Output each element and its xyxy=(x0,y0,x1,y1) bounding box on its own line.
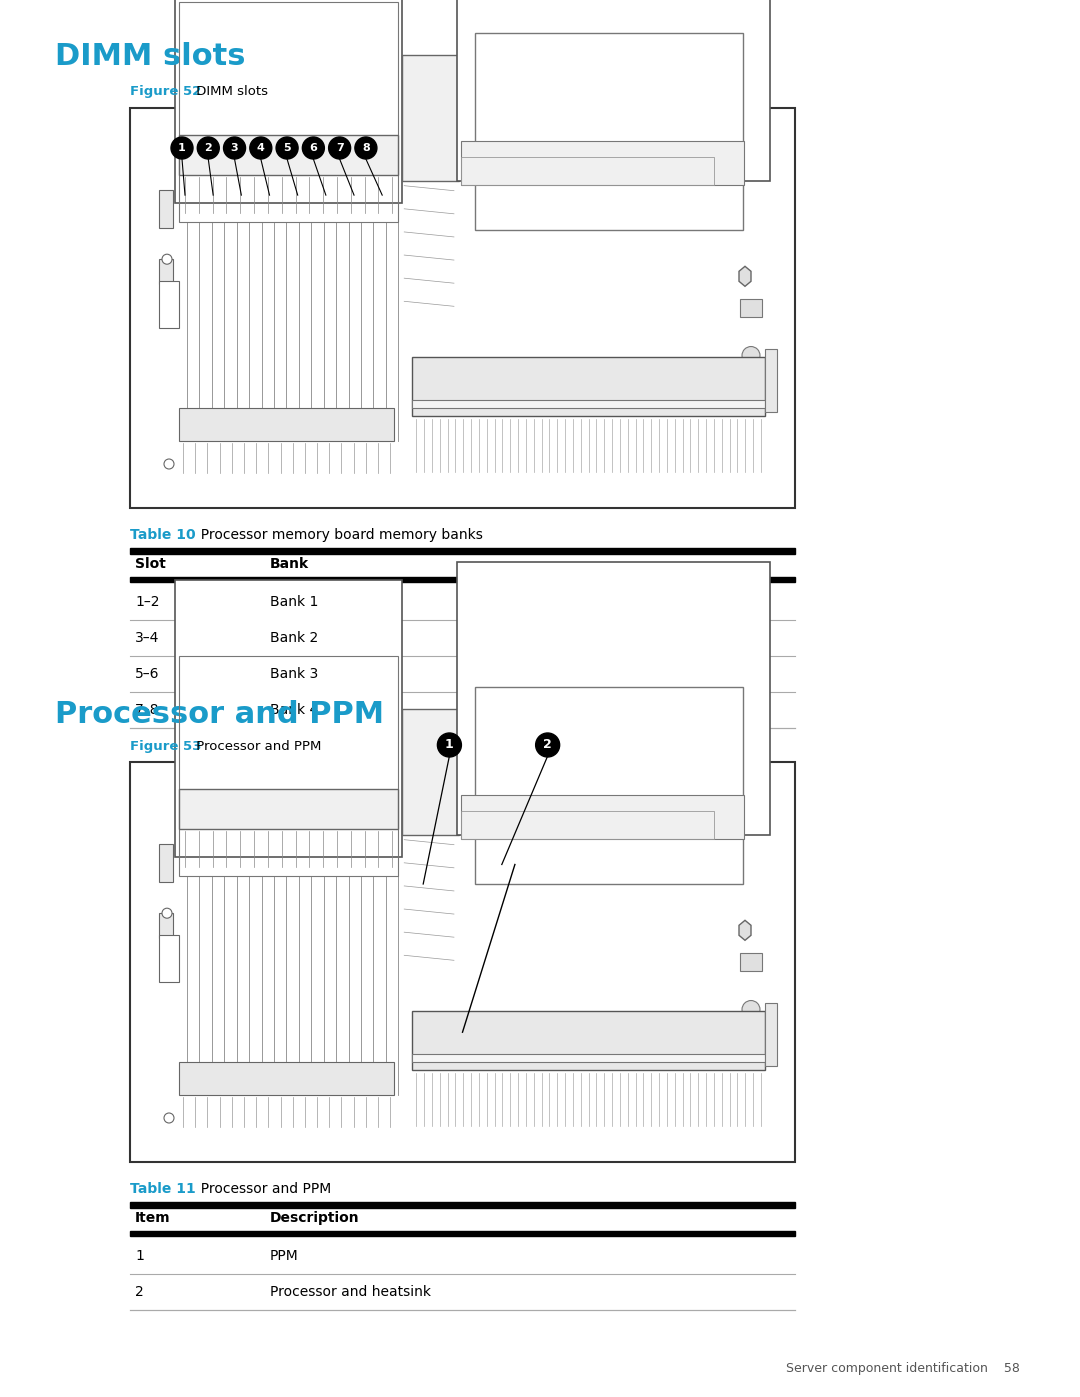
Text: Figure 53: Figure 53 xyxy=(130,740,201,753)
Bar xyxy=(413,400,765,408)
Text: Figure 52: Figure 52 xyxy=(130,85,201,98)
Circle shape xyxy=(742,1000,760,1018)
Text: Bank 4: Bank 4 xyxy=(270,703,319,717)
Bar xyxy=(130,108,795,509)
Text: 5–6: 5–6 xyxy=(135,666,160,680)
Circle shape xyxy=(162,254,172,264)
Text: Table 11: Table 11 xyxy=(130,1182,195,1196)
Text: 3–4: 3–4 xyxy=(135,631,160,645)
Circle shape xyxy=(328,137,351,159)
Bar xyxy=(130,1201,795,1208)
Text: 6: 6 xyxy=(309,142,318,154)
Circle shape xyxy=(162,908,172,918)
Bar xyxy=(130,577,795,583)
Bar xyxy=(457,562,770,834)
Bar xyxy=(461,141,744,184)
Bar xyxy=(159,260,173,285)
Bar xyxy=(179,1,399,222)
Bar xyxy=(765,1003,777,1066)
Text: Bank 3: Bank 3 xyxy=(270,666,319,680)
Bar xyxy=(179,789,399,828)
Bar xyxy=(179,655,399,876)
Bar xyxy=(475,687,743,884)
Circle shape xyxy=(437,733,461,757)
Bar xyxy=(413,358,765,416)
Text: PPM: PPM xyxy=(270,1249,299,1263)
Bar xyxy=(179,1062,394,1095)
Bar xyxy=(175,0,402,203)
Text: 7: 7 xyxy=(336,142,343,154)
Text: Processor and PPM: Processor and PPM xyxy=(192,740,322,753)
Text: DIMM slots: DIMM slots xyxy=(55,42,245,71)
Bar xyxy=(765,349,777,412)
Bar xyxy=(159,935,179,982)
Bar xyxy=(461,812,714,838)
Text: Bank 2: Bank 2 xyxy=(270,631,319,645)
Bar xyxy=(130,761,795,1162)
Circle shape xyxy=(224,137,245,159)
Bar xyxy=(475,34,743,231)
Text: 2: 2 xyxy=(135,1285,144,1299)
Text: 1–2: 1–2 xyxy=(135,595,160,609)
Text: Server component identification    58: Server component identification 58 xyxy=(786,1362,1020,1375)
Text: Processor and PPM: Processor and PPM xyxy=(192,1182,332,1196)
Text: 3: 3 xyxy=(231,142,239,154)
Bar xyxy=(130,548,795,555)
Text: DIMM slots: DIMM slots xyxy=(192,85,268,98)
Text: 5: 5 xyxy=(283,142,291,154)
Text: 1: 1 xyxy=(445,739,454,752)
Circle shape xyxy=(276,137,298,159)
Bar xyxy=(740,953,762,971)
Bar xyxy=(457,0,770,180)
Bar xyxy=(159,281,179,328)
Bar xyxy=(159,914,173,939)
Circle shape xyxy=(355,137,377,159)
Circle shape xyxy=(742,346,760,365)
Text: 1: 1 xyxy=(178,142,186,154)
Text: Slot: Slot xyxy=(135,557,166,571)
Text: 7–8: 7–8 xyxy=(135,703,160,717)
Polygon shape xyxy=(739,267,751,286)
Circle shape xyxy=(536,733,559,757)
Text: 1: 1 xyxy=(135,1249,144,1263)
Text: Processor memory board memory banks: Processor memory board memory banks xyxy=(192,528,483,542)
Text: Table 10: Table 10 xyxy=(130,528,195,542)
Bar xyxy=(179,408,394,441)
Circle shape xyxy=(742,1025,760,1044)
Bar xyxy=(461,158,714,184)
Circle shape xyxy=(164,1113,174,1123)
Text: 2: 2 xyxy=(543,739,552,752)
Circle shape xyxy=(171,137,193,159)
Bar xyxy=(175,580,402,856)
Text: Item: Item xyxy=(135,1211,171,1225)
Circle shape xyxy=(302,137,324,159)
Circle shape xyxy=(249,137,272,159)
Bar xyxy=(159,844,173,882)
Polygon shape xyxy=(739,921,751,940)
Bar xyxy=(402,710,459,834)
Bar xyxy=(461,795,744,838)
Text: Bank: Bank xyxy=(270,557,309,571)
Bar xyxy=(159,190,173,228)
Bar xyxy=(402,54,459,180)
Text: Processor and heatsink: Processor and heatsink xyxy=(270,1285,431,1299)
Text: 4: 4 xyxy=(257,142,265,154)
Text: Processor and PPM: Processor and PPM xyxy=(55,700,384,729)
Bar xyxy=(179,134,399,175)
Bar xyxy=(740,299,762,317)
Circle shape xyxy=(742,372,760,390)
Bar xyxy=(130,1231,795,1236)
Circle shape xyxy=(164,460,174,469)
Text: 8: 8 xyxy=(362,142,369,154)
Text: 2: 2 xyxy=(204,142,212,154)
Circle shape xyxy=(198,137,219,159)
Text: Bank 1: Bank 1 xyxy=(270,595,319,609)
Text: Description: Description xyxy=(270,1211,360,1225)
Bar xyxy=(413,1055,765,1062)
Bar xyxy=(413,1011,765,1070)
